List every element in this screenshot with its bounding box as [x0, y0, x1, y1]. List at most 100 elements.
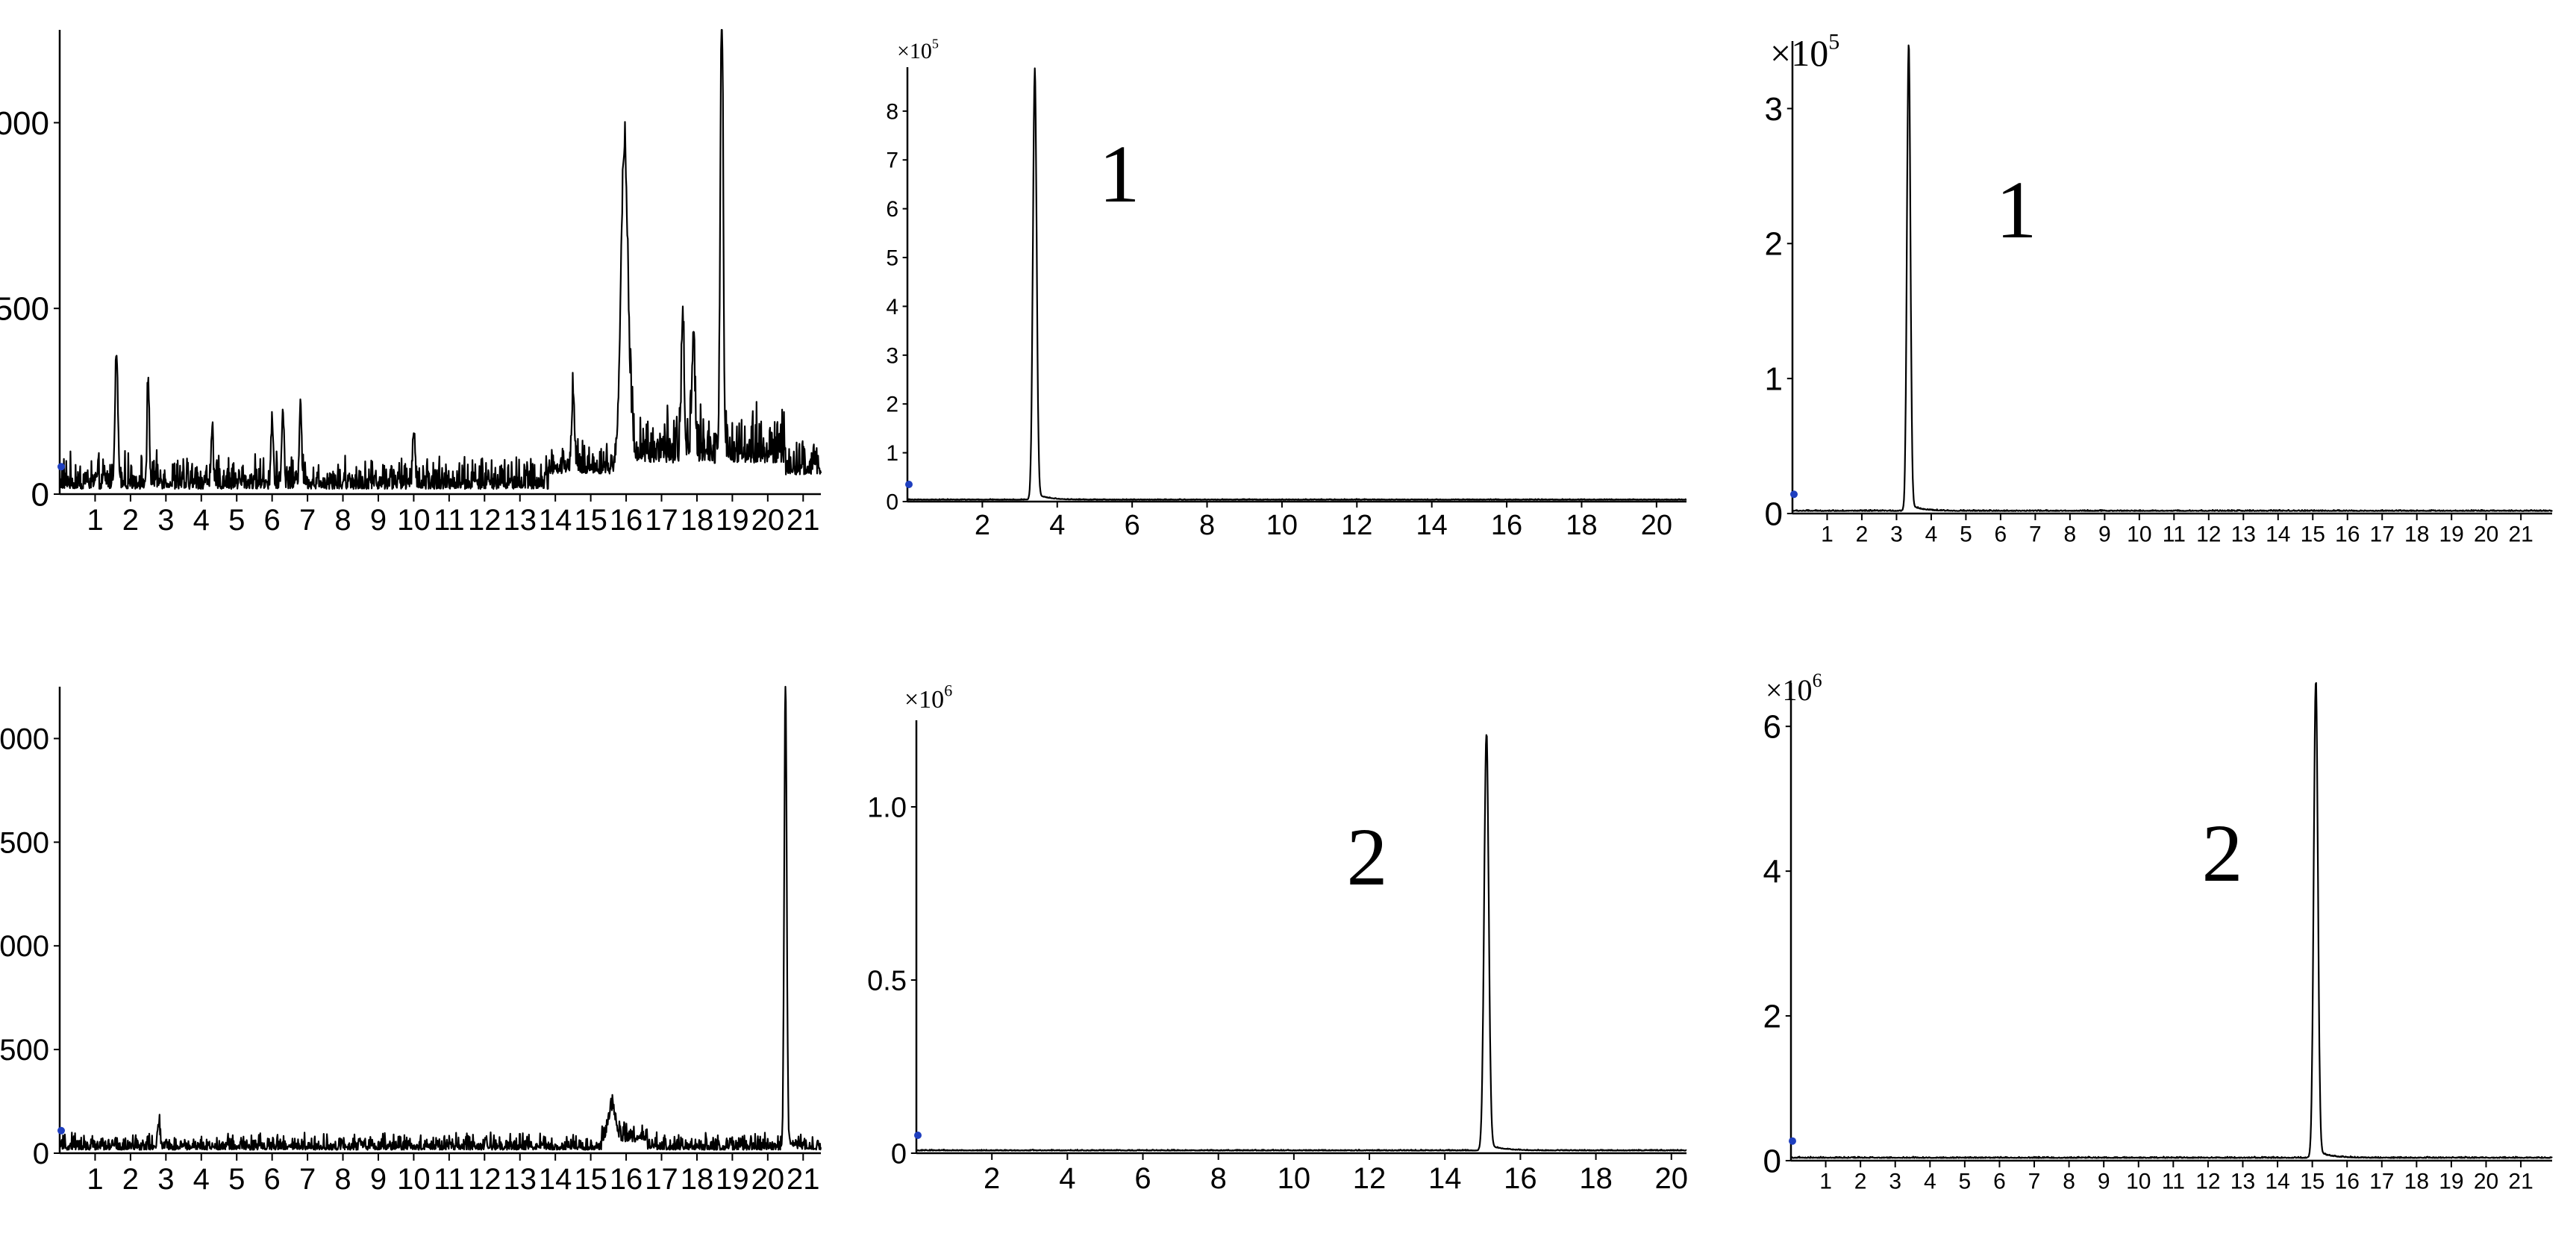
- x-tick-label: 18: [681, 1163, 714, 1196]
- x-tick-label: 20: [751, 504, 785, 537]
- x-tick-label: 18: [2404, 1170, 2429, 1194]
- y-tick-label: 4: [1763, 854, 1781, 890]
- y-tick-label: 0: [886, 490, 898, 515]
- x-tick-label: 14: [1416, 510, 1448, 541]
- x-tick-label: 9: [370, 504, 387, 537]
- x-tick-label: 2: [122, 1163, 139, 1196]
- x-tick-label: 1: [87, 1163, 103, 1196]
- y-tick-label: 500: [0, 291, 49, 328]
- x-tick-label: 10: [397, 1163, 431, 1196]
- x-tick-label: 21: [2508, 1170, 2533, 1194]
- x-tick-label: 20: [2474, 522, 2498, 547]
- x-tick-label: 4: [193, 504, 210, 537]
- x-tick-label: 9: [2098, 522, 2111, 547]
- x-tick-label: 9: [370, 1163, 387, 1196]
- x-tick-label: 10: [1278, 1162, 1311, 1195]
- origin-marker-icon: [57, 1126, 65, 1135]
- x-tick-label: 1: [87, 504, 103, 537]
- x-tick-label: 12: [1341, 510, 1372, 541]
- x-tick-label: 6: [264, 1163, 281, 1196]
- signal-trace: [907, 67, 1687, 501]
- x-tick-label: 3: [157, 504, 174, 537]
- y-tick-label: 0.5: [867, 965, 907, 996]
- x-tick-label: 7: [2029, 522, 2042, 547]
- y-tick-label: 0: [33, 1138, 49, 1170]
- x-tick-label: 13: [503, 1163, 537, 1196]
- x-tick-label: 8: [2063, 1170, 2075, 1194]
- x-tick-label: 20: [2474, 1170, 2498, 1194]
- x-tick-label: 8: [334, 1163, 351, 1196]
- x-tick-label: 1: [1819, 1170, 1832, 1194]
- y-multiplier-exponent: 6: [944, 681, 952, 700]
- y-tick-label: 6: [1763, 709, 1781, 746]
- x-tick-label: 6: [1125, 510, 1140, 541]
- y-tick-label: 4: [886, 295, 898, 319]
- x-tick-label: 8: [1210, 1162, 1227, 1195]
- x-tick-label: 14: [2265, 1170, 2289, 1194]
- x-tick-label: 19: [716, 504, 749, 537]
- x-tick-label: 3: [1890, 522, 1903, 547]
- x-tick-label: 4: [1925, 522, 1938, 547]
- x-tick-label: 4: [1059, 1162, 1075, 1195]
- x-tick-label: 8: [1199, 510, 1215, 541]
- y-multiplier-label: ×105: [897, 37, 939, 64]
- x-tick-label: 19: [2439, 522, 2464, 547]
- x-tick-label: 4: [193, 1163, 210, 1196]
- x-tick-label: 14: [539, 504, 572, 537]
- y-multiplier-label: ×105: [1770, 30, 1839, 75]
- x-tick-label: 3: [1889, 1170, 1901, 1194]
- peak-label: 2: [1347, 811, 1388, 902]
- x-tick-label: 14: [539, 1163, 572, 1196]
- origin-marker-icon: [914, 1131, 922, 1139]
- chart-panel-bottom-left: 1234567891011121314151617181920210500100…: [0, 685, 822, 1196]
- y-tick-label: 0: [31, 476, 49, 513]
- origin-marker-icon: [1789, 1137, 1796, 1145]
- x-tick-label: 10: [397, 504, 431, 537]
- y-tick-label: 0: [891, 1138, 907, 1170]
- x-tick-label: 11: [2163, 522, 2186, 547]
- y-tick-label: 1: [886, 441, 898, 466]
- x-tick-label: 6: [1995, 522, 2007, 547]
- x-tick-label: 5: [1960, 522, 1972, 547]
- x-tick-label: 8: [2064, 522, 2077, 547]
- x-tick-label: 1: [1821, 522, 1833, 547]
- x-tick-label: 13: [2230, 1170, 2255, 1194]
- x-tick-label: 7: [2028, 1170, 2041, 1194]
- y-tick-label: 1000: [0, 105, 49, 142]
- y-multiplier-exponent: 6: [1813, 670, 1822, 691]
- y-multiplier-exponent: 5: [932, 37, 939, 52]
- x-tick-label: 17: [2369, 1170, 2394, 1194]
- x-tick-label: 18: [1566, 510, 1597, 541]
- x-tick-label: 19: [2439, 1170, 2463, 1194]
- y-tick-label: 3: [886, 343, 898, 368]
- y-tick-label: 1000: [0, 930, 49, 963]
- x-tick-label: 16: [1491, 510, 1522, 541]
- y-tick-label: 2: [1765, 226, 1783, 263]
- x-tick-label: 20: [1641, 510, 1672, 541]
- y-multiplier-label: ×106: [1766, 670, 1822, 707]
- x-tick-label: 15: [2300, 1170, 2325, 1194]
- x-tick-label: 21: [787, 504, 820, 537]
- x-tick-label: 14: [1428, 1162, 1462, 1195]
- x-tick-label: 20: [751, 1163, 785, 1196]
- y-multiplier-exponent: 5: [1828, 30, 1839, 54]
- chart-panel-top-right: 1 2 3 4 5 6 7 8 9 10 11 12 13 14 15 16 17 18 19 20 210123×10…: [1765, 30, 2553, 547]
- x-tick-label: 16: [1504, 1162, 1537, 1195]
- x-tick-label: 20: [1655, 1162, 1689, 1195]
- x-tick-label: 19: [716, 1163, 749, 1196]
- x-tick-label: 16: [610, 1163, 643, 1196]
- x-tick-label: 2: [984, 1162, 1000, 1195]
- x-tick-label: 21: [787, 1163, 820, 1196]
- x-tick-label: 17: [645, 1163, 678, 1196]
- x-tick-label: 13: [2231, 522, 2256, 547]
- y-tick-label: 0: [1763, 1143, 1781, 1179]
- y-tick-label: 1.0: [867, 792, 907, 823]
- x-tick-label: 16: [610, 504, 643, 537]
- x-tick-label: 7: [299, 1163, 316, 1196]
- y-tick-label: 8: [886, 99, 898, 124]
- x-tick-label: 10: [2126, 1170, 2151, 1194]
- x-tick-label: 4: [1049, 510, 1065, 541]
